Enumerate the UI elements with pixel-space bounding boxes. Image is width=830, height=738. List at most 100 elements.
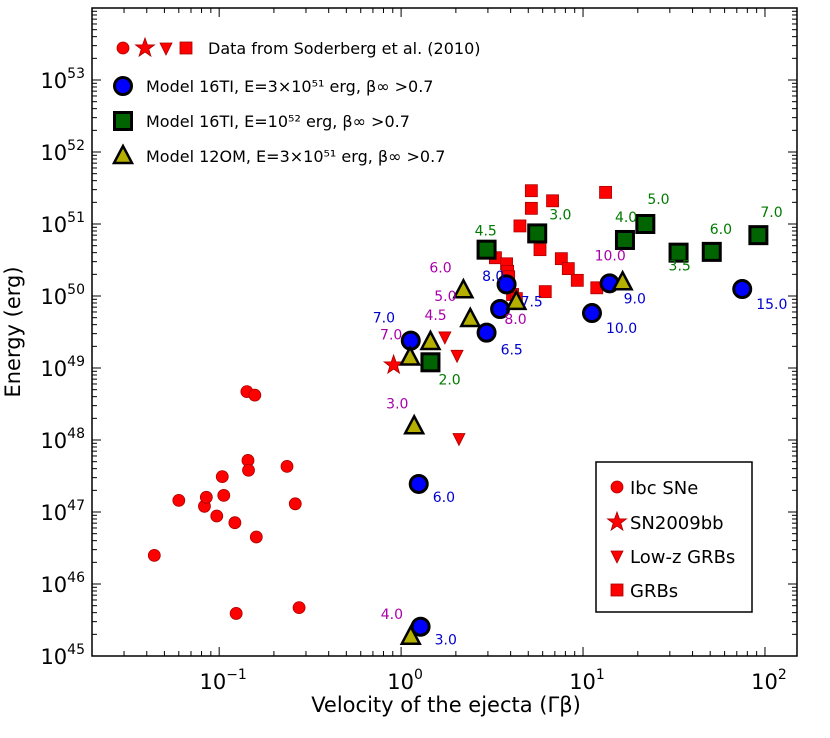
point-ibc-sne <box>248 388 262 402</box>
point-model-16ti-e-1e52-erg <box>476 239 497 260</box>
legend-ibc-marker <box>116 41 130 55</box>
y-tick-label: 1052 <box>40 138 85 165</box>
point-ibc-sne <box>280 459 294 473</box>
point-label-model-12om-e-3e51-erg: 6.0 <box>429 260 451 276</box>
point-label-model-16ti-e-1e52-erg: 3.0 <box>549 207 571 223</box>
point-label-model-16ti-e-3e51-erg: 7.5 <box>521 294 543 310</box>
x-tick-label-base: 10 <box>199 670 226 694</box>
legend-model12_triangle-text: Model 12OM, E=3×10⁵¹ erg, β∞ >0.7 <box>146 147 445 166</box>
point-label-model-12om-e-3e51-erg: 3.0 <box>386 396 408 412</box>
point-model-12om-e-3e51-erg <box>452 277 475 299</box>
point-model-12om-e-3e51-erg <box>459 306 482 328</box>
point-ibc-sne <box>242 463 255 477</box>
y-tick-label-base: 10 <box>40 141 67 165</box>
point-model-16ti-e-3e51-erg <box>496 274 517 295</box>
point-ibc-sne <box>172 493 186 507</box>
legend-model12_triangle-marker <box>111 143 135 165</box>
point-label-model-12om-e-3e51-erg: 10.0 <box>595 248 626 264</box>
x-tick-label: 101 <box>569 667 605 694</box>
point-grbs <box>546 194 559 208</box>
y-tick-label-base: 10 <box>40 357 67 381</box>
legend-model16_circle-text: Model 16TI, E=3×10⁵¹ erg, β∞ >0.7 <box>146 77 433 96</box>
x-tick-label-base: 10 <box>387 670 414 694</box>
y-tick-label-base: 10 <box>40 429 67 453</box>
legend-lowz-marker <box>610 550 624 564</box>
point-label-model-12om-e-3e51-erg: 4.5 <box>424 308 446 324</box>
point-label-model-16ti-e-3e51-erg: 6.0 <box>433 490 455 506</box>
point-grbs <box>538 285 552 299</box>
axis-ticks: 10−1 100 101 102104510461047104810491050105… <box>40 8 797 694</box>
y-tick-label: 1046 <box>40 570 85 597</box>
legend-grb-text: GRBs <box>630 581 678 602</box>
point-model-16ti-e-1e52-erg <box>527 223 548 244</box>
y-tick-label-base: 10 <box>40 645 67 669</box>
y-tick-label: 1050 <box>40 282 85 309</box>
point-label-model-16ti-e-1e52-erg: 2.0 <box>438 372 460 388</box>
point-model-12om-e-3e51-erg <box>505 289 528 311</box>
x-tick-label-exp: −1 <box>226 667 247 683</box>
point-label-model-16ti-e-3e51-erg: 10.0 <box>606 321 637 337</box>
y-tick-label-base: 10 <box>40 285 67 309</box>
point-ibc-sne <box>249 530 263 544</box>
y-axis-label: Energy (erg) <box>1 266 25 397</box>
point-model-16ti-e-3e51-erg <box>732 279 753 300</box>
y-tick-label-base: 10 <box>40 501 67 525</box>
point-label-model-16ti-e-1e52-erg: 6.0 <box>710 222 732 238</box>
y-tick-label: 1045 <box>40 642 85 669</box>
y-tick-label: 1047 <box>40 498 85 525</box>
point-grbs <box>524 184 538 198</box>
point-model-16ti-e-1e52-erg <box>635 214 656 234</box>
y-tick-label-exp: 52 <box>67 138 85 154</box>
y-tick-label-exp: 50 <box>67 282 85 298</box>
point-ibc-sne <box>210 509 224 523</box>
point-model-16ti-e-3e51-erg <box>476 322 497 343</box>
x-tick-label-exp: 2 <box>778 667 787 683</box>
legend-ibc-text: Ibc SNe <box>630 478 698 499</box>
point-label-model-16ti-e-3e51-erg: 7.0 <box>373 311 395 327</box>
point-label-model-16ti-e-3e51-erg: 6.5 <box>501 343 523 359</box>
point-label-model-16ti-e-1e52-erg: 4.5 <box>475 224 497 240</box>
legend-bottom-box: Ibc SNe SN2009bb Low-z GRBs GRBs <box>595 461 753 613</box>
point-label-model-16ti-e-1e52-erg: 5.0 <box>647 192 669 208</box>
point-label-model-12om-e-3e51-erg: 7.0 <box>380 327 402 343</box>
point-model-12om-e-3e51-erg <box>419 329 442 351</box>
point-model-16ti-e-1e52-erg <box>748 225 769 246</box>
point-ibc-sne <box>199 490 213 504</box>
legend-bottom: Ibc SNe SN2009bb Low-z GRBs GRBs <box>606 478 735 602</box>
point-model-16ti-e-1e52-erg <box>420 352 441 373</box>
legend-star-marker <box>606 510 628 532</box>
x-tick-label: 100 <box>387 667 423 694</box>
point-model-16ti-e-1e52-erg <box>668 242 689 263</box>
y-tick-label-exp: 49 <box>67 354 85 370</box>
y-tick-label: 1053 <box>40 66 85 93</box>
point-model-12om-e-3e51-erg <box>399 624 422 646</box>
point-ibc-sne <box>215 470 229 484</box>
point-model-12om-e-3e51-erg <box>611 269 634 291</box>
y-tick-label: 1051 <box>40 210 85 237</box>
point-grbs <box>524 201 538 215</box>
data-points <box>147 184 769 646</box>
y-tick-label-exp: 53 <box>67 66 85 82</box>
legend-model16_square-text: Model 16TI, E=10⁵² erg, β∞ >0.7 <box>146 112 410 131</box>
point-model-12om-e-3e51-erg <box>403 413 426 435</box>
legend-star-text: SN2009bb <box>630 513 724 534</box>
point-low-z-grbs <box>438 331 452 345</box>
point-grbs <box>554 252 568 266</box>
x-tick-label-base: 10 <box>751 670 778 694</box>
y-tick-label-exp: 45 <box>67 642 85 658</box>
x-tick-label: 10−1 <box>199 667 246 694</box>
point-ibc-sne <box>217 489 231 502</box>
point-ibc-sne <box>229 607 243 620</box>
point-model-16ti-e-1e52-erg <box>614 229 635 250</box>
point-label-model-16ti-e-1e52-erg: 4.0 <box>615 210 637 226</box>
point-ibc-sne <box>228 516 242 530</box>
point-label-model-16ti-e-3e51-erg: 8.0 <box>482 269 504 285</box>
point-model-16ti-e-1e52-erg <box>701 241 722 262</box>
point-sn2009bb <box>382 353 405 375</box>
point-labels: 7.0 6.0 3.0 6.5 8.0 7.5 10.0 9.0 15.0 2.0 4.5 3.0 4.… <box>373 192 788 649</box>
point-label-model-16ti-e-1e52-erg: 3.5 <box>669 259 691 275</box>
legend-model16_square-marker <box>113 111 133 131</box>
legend-grb-marker <box>179 41 193 55</box>
y-tick-label-exp: 51 <box>67 210 85 226</box>
